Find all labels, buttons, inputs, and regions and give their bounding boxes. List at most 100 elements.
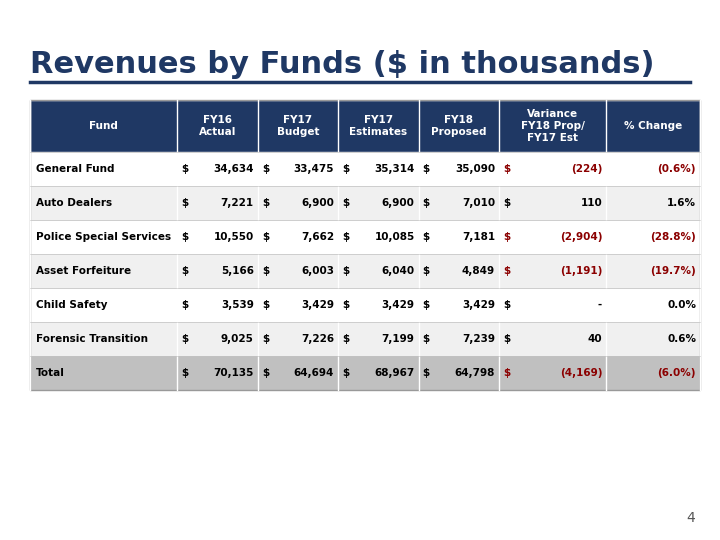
Text: $: $ [181,300,189,310]
Text: FY16
Actual: FY16 Actual [199,115,236,137]
Text: 9,025: 9,025 [221,334,254,344]
Text: $: $ [181,334,189,344]
Text: $: $ [342,198,349,208]
Text: 7,239: 7,239 [462,334,495,344]
Text: 10,550: 10,550 [214,232,254,242]
Text: 3,429: 3,429 [301,300,334,310]
FancyBboxPatch shape [30,254,700,288]
Text: Fund: Fund [89,121,118,131]
Text: (4,169): (4,169) [559,368,602,378]
Text: $: $ [423,198,430,208]
Text: Asset Forfeiture: Asset Forfeiture [36,266,131,276]
Text: $: $ [503,334,510,344]
Text: $: $ [423,368,430,378]
Text: $: $ [262,164,269,174]
Text: 6,900: 6,900 [382,198,415,208]
Text: (6.0%): (6.0%) [657,368,696,378]
Text: FY18
Proposed: FY18 Proposed [431,115,487,137]
Text: 0.6%: 0.6% [667,334,696,344]
Text: 7,662: 7,662 [301,232,334,242]
Text: $: $ [262,266,269,276]
Text: FY17
Budget: FY17 Budget [276,115,319,137]
Text: 4: 4 [686,511,695,525]
Text: % Change: % Change [624,121,683,131]
Text: $: $ [342,368,349,378]
Text: $: $ [503,300,510,310]
Text: $: $ [423,266,430,276]
Text: 35,090: 35,090 [455,164,495,174]
Text: (1,191): (1,191) [560,266,602,276]
Text: $: $ [181,266,189,276]
Text: $: $ [503,198,510,208]
Text: $: $ [262,198,269,208]
Text: 0.0%: 0.0% [667,300,696,310]
Text: 10,085: 10,085 [374,232,415,242]
Text: 7,226: 7,226 [301,334,334,344]
Text: $: $ [342,164,349,174]
Text: $: $ [262,334,269,344]
Text: $: $ [423,300,430,310]
Text: $: $ [181,198,189,208]
Text: $: $ [423,334,430,344]
Text: 3,429: 3,429 [382,300,415,310]
Text: $: $ [181,164,189,174]
Text: Total: Total [36,368,65,378]
FancyBboxPatch shape [30,152,700,186]
Text: $: $ [503,232,510,242]
Text: -: - [598,300,602,310]
Text: 3,429: 3,429 [462,300,495,310]
Text: Police Special Services: Police Special Services [36,232,171,242]
Text: 35,314: 35,314 [374,164,415,174]
Text: (28.8%): (28.8%) [650,232,696,242]
Text: $: $ [262,368,269,378]
FancyBboxPatch shape [30,322,700,356]
Text: $: $ [262,232,269,242]
Text: $: $ [503,266,510,276]
Text: 5,166: 5,166 [221,266,254,276]
Text: Auto Dealers: Auto Dealers [36,198,112,208]
FancyBboxPatch shape [30,186,700,220]
Text: $: $ [503,164,510,174]
Text: 7,181: 7,181 [462,232,495,242]
Text: (2,904): (2,904) [559,232,602,242]
Text: 1.6%: 1.6% [667,198,696,208]
Text: Revenues by Funds ($ in thousands): Revenues by Funds ($ in thousands) [30,50,654,79]
Text: 7,010: 7,010 [462,198,495,208]
Text: General Fund: General Fund [36,164,114,174]
Text: FY17
Estimates: FY17 Estimates [349,115,408,137]
Text: Variance
FY18 Prop/
FY17 Est: Variance FY18 Prop/ FY17 Est [521,110,585,143]
Text: (0.6%): (0.6%) [657,164,696,174]
Text: (19.7%): (19.7%) [650,266,696,276]
FancyBboxPatch shape [30,356,700,390]
Text: 3,539: 3,539 [221,300,254,310]
Text: 7,221: 7,221 [220,198,254,208]
Text: $: $ [342,300,349,310]
Text: $: $ [262,300,269,310]
Text: $: $ [181,232,189,242]
Text: 70,135: 70,135 [213,368,254,378]
Text: 4,849: 4,849 [462,266,495,276]
Text: $: $ [342,266,349,276]
Text: 6,900: 6,900 [302,198,334,208]
Text: $: $ [342,232,349,242]
Text: Forensic Transition: Forensic Transition [36,334,148,344]
Text: $: $ [423,164,430,174]
Text: Child Safety: Child Safety [36,300,107,310]
Text: 7,199: 7,199 [382,334,415,344]
FancyBboxPatch shape [30,288,700,322]
Text: 64,798: 64,798 [454,368,495,378]
Text: 110: 110 [580,198,602,208]
Text: 6,040: 6,040 [382,266,415,276]
Text: 40: 40 [588,334,602,344]
Text: 68,967: 68,967 [374,368,415,378]
FancyBboxPatch shape [30,100,700,152]
Text: $: $ [423,232,430,242]
Text: 64,694: 64,694 [294,368,334,378]
Text: $: $ [503,368,510,378]
Text: 34,634: 34,634 [213,164,254,174]
Text: (224): (224) [571,164,602,174]
Text: $: $ [181,368,189,378]
Text: 33,475: 33,475 [294,164,334,174]
Text: 6,003: 6,003 [301,266,334,276]
Text: $: $ [342,334,349,344]
